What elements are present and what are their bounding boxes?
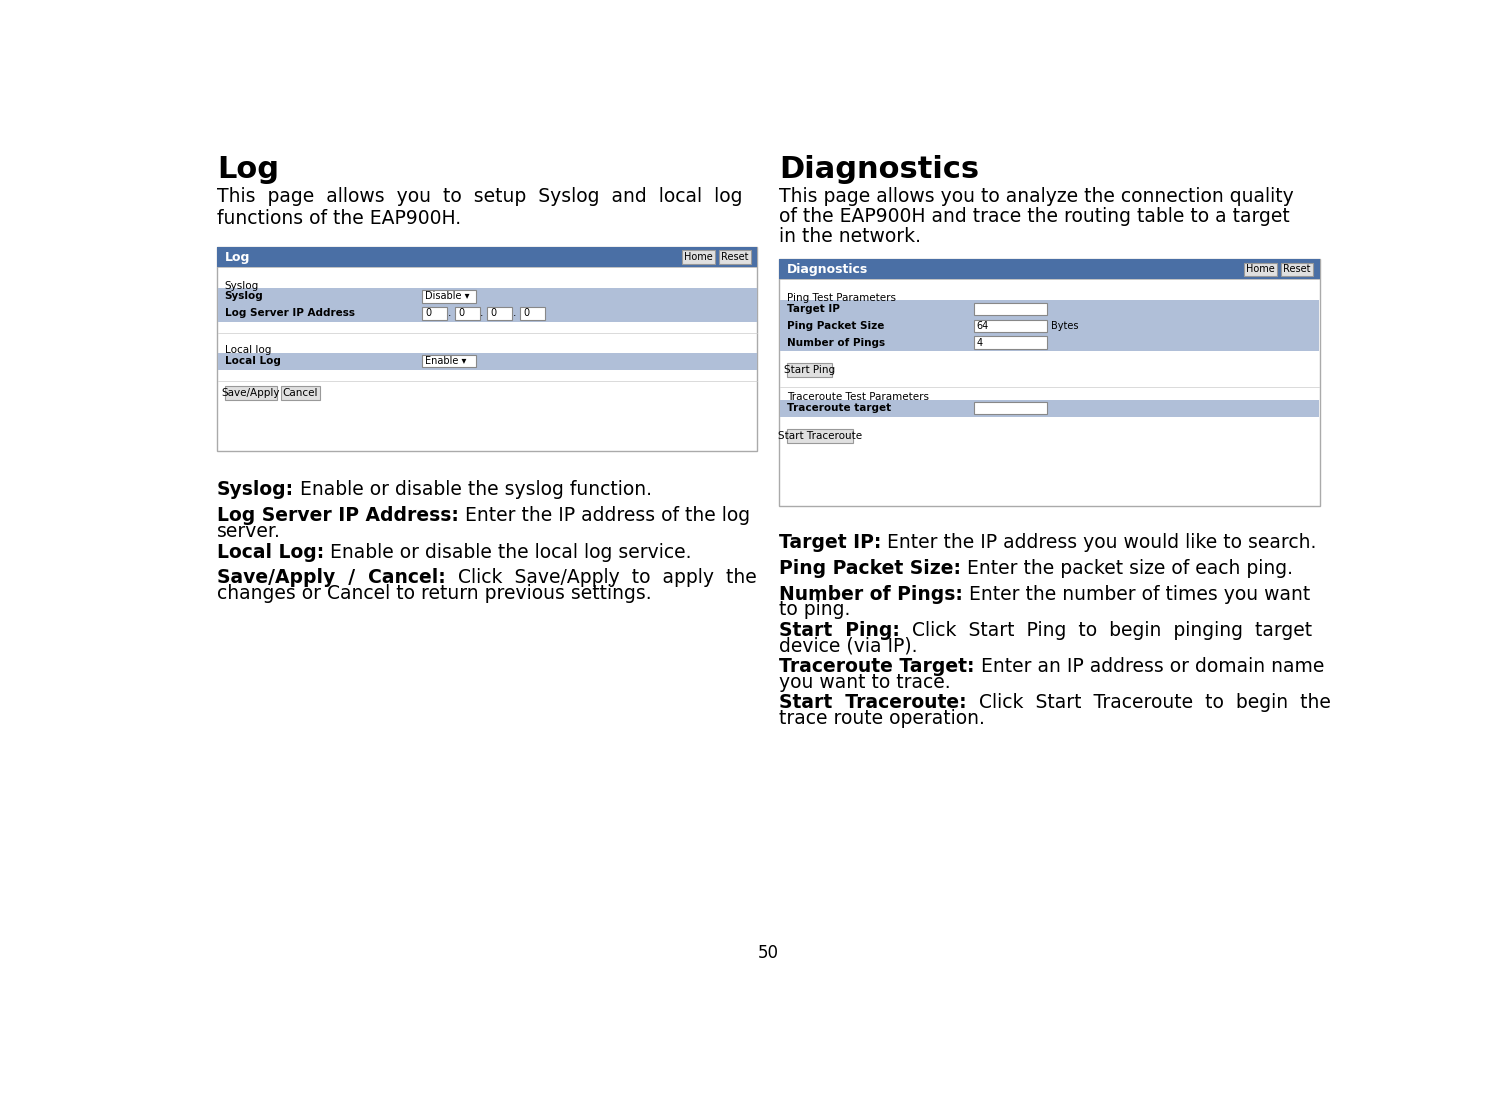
Text: 0: 0 bbox=[523, 308, 529, 318]
Text: functions of the EAP900H.: functions of the EAP900H. bbox=[217, 208, 462, 228]
Text: 0: 0 bbox=[426, 308, 432, 318]
Text: Log Server IP Address: Log Server IP Address bbox=[225, 308, 355, 318]
Text: Local log: Local log bbox=[225, 346, 271, 355]
Text: Enable ▾: Enable ▾ bbox=[426, 357, 466, 366]
FancyBboxPatch shape bbox=[1282, 262, 1313, 276]
Text: Number of Pings: Number of Pings bbox=[787, 338, 884, 348]
Text: Enter the number of times you want: Enter the number of times you want bbox=[962, 585, 1310, 603]
FancyBboxPatch shape bbox=[225, 386, 277, 399]
FancyBboxPatch shape bbox=[974, 319, 1048, 331]
Text: Local Log:: Local Log: bbox=[217, 543, 324, 562]
Text: Syslog:: Syslog: bbox=[217, 480, 294, 499]
Text: Click  Save/Apply  to  apply  the: Click Save/Apply to apply the bbox=[445, 568, 757, 588]
Text: server.: server. bbox=[217, 522, 280, 541]
FancyBboxPatch shape bbox=[423, 291, 477, 303]
Text: Save/Apply  /  Cancel:: Save/Apply / Cancel: bbox=[217, 568, 445, 588]
Text: Log: Log bbox=[217, 155, 279, 183]
Text: you want to trace.: you want to trace. bbox=[779, 672, 950, 692]
FancyBboxPatch shape bbox=[974, 337, 1048, 349]
FancyBboxPatch shape bbox=[787, 363, 832, 377]
FancyBboxPatch shape bbox=[454, 307, 480, 319]
Text: Ping Packet Size:: Ping Packet Size: bbox=[779, 558, 961, 578]
FancyBboxPatch shape bbox=[682, 250, 715, 264]
Text: Traceroute Target:: Traceroute Target: bbox=[779, 657, 974, 676]
Text: Traceroute Test Parameters: Traceroute Test Parameters bbox=[787, 393, 929, 403]
Text: Log Server IP Address:: Log Server IP Address: bbox=[217, 507, 459, 525]
FancyBboxPatch shape bbox=[217, 247, 757, 451]
Text: Diagnostics: Diagnostics bbox=[787, 263, 868, 276]
FancyBboxPatch shape bbox=[282, 386, 319, 399]
FancyBboxPatch shape bbox=[974, 303, 1048, 315]
Text: Syslog: Syslog bbox=[225, 281, 259, 291]
Text: Home: Home bbox=[1246, 264, 1276, 274]
FancyBboxPatch shape bbox=[520, 307, 544, 319]
Text: Syslog: Syslog bbox=[225, 292, 264, 302]
Text: Enter the IP address you would like to search.: Enter the IP address you would like to s… bbox=[881, 533, 1316, 552]
Text: Start  Ping:: Start Ping: bbox=[779, 621, 899, 640]
FancyBboxPatch shape bbox=[217, 352, 757, 370]
FancyBboxPatch shape bbox=[217, 305, 757, 321]
Text: Save/Apply: Save/Apply bbox=[222, 387, 280, 398]
Text: Enable or disable the syslog function.: Enable or disable the syslog function. bbox=[294, 480, 652, 499]
Text: .: . bbox=[480, 308, 484, 318]
Text: This page allows you to analyze the connection quality: This page allows you to analyze the conn… bbox=[779, 188, 1294, 206]
Text: Local Log: Local Log bbox=[225, 357, 280, 366]
Text: Enable or disable the local log service.: Enable or disable the local log service. bbox=[324, 543, 691, 562]
Text: Home: Home bbox=[684, 252, 714, 262]
Text: Number of Pings:: Number of Pings: bbox=[779, 585, 962, 603]
FancyBboxPatch shape bbox=[487, 307, 513, 319]
Text: 64: 64 bbox=[977, 320, 989, 330]
Text: This  page  allows  you  to  setup  Syslog  and  local  log: This page allows you to setup Syslog and… bbox=[217, 188, 742, 206]
Text: .: . bbox=[448, 308, 451, 318]
Text: Start  Traceroute:: Start Traceroute: bbox=[779, 693, 967, 712]
Text: 0: 0 bbox=[490, 308, 496, 318]
Text: Start Traceroute: Start Traceroute bbox=[778, 431, 862, 441]
Text: Bytes: Bytes bbox=[1051, 320, 1079, 330]
Text: Ping Packet Size: Ping Packet Size bbox=[787, 320, 884, 330]
Text: trace route operation.: trace route operation. bbox=[779, 709, 985, 728]
FancyBboxPatch shape bbox=[974, 402, 1048, 415]
FancyBboxPatch shape bbox=[787, 429, 853, 443]
FancyBboxPatch shape bbox=[718, 250, 751, 264]
Text: changes or Cancel to return previous settings.: changes or Cancel to return previous set… bbox=[217, 584, 652, 603]
FancyBboxPatch shape bbox=[423, 307, 447, 319]
FancyBboxPatch shape bbox=[779, 335, 1319, 351]
Text: 50: 50 bbox=[757, 945, 778, 962]
Text: Disable ▾: Disable ▾ bbox=[426, 292, 469, 302]
Text: Cancel: Cancel bbox=[283, 387, 318, 398]
FancyBboxPatch shape bbox=[423, 355, 477, 367]
Text: to ping.: to ping. bbox=[779, 600, 850, 619]
Text: in the network.: in the network. bbox=[779, 227, 920, 246]
Text: .: . bbox=[513, 308, 516, 318]
Text: Click  Start  Traceroute  to  begin  the: Click Start Traceroute to begin the bbox=[967, 693, 1331, 712]
Text: 4: 4 bbox=[977, 338, 983, 348]
Text: Target IP:: Target IP: bbox=[779, 533, 881, 552]
Text: Enter an IP address or domain name: Enter an IP address or domain name bbox=[974, 657, 1324, 676]
FancyBboxPatch shape bbox=[217, 287, 757, 305]
FancyBboxPatch shape bbox=[779, 317, 1319, 335]
Text: Start Ping: Start Ping bbox=[784, 365, 835, 375]
Text: Enter the packet size of each ping.: Enter the packet size of each ping. bbox=[961, 558, 1294, 578]
FancyBboxPatch shape bbox=[779, 260, 1319, 506]
FancyBboxPatch shape bbox=[779, 399, 1319, 417]
Text: Target IP: Target IP bbox=[787, 304, 839, 314]
FancyBboxPatch shape bbox=[779, 260, 1319, 280]
Text: Diagnostics: Diagnostics bbox=[779, 155, 979, 183]
Text: Log: Log bbox=[225, 250, 250, 263]
FancyBboxPatch shape bbox=[217, 247, 757, 268]
Text: device (via IP).: device (via IP). bbox=[779, 636, 917, 655]
Text: Reset: Reset bbox=[721, 252, 748, 262]
Text: Click  Start  Ping  to  begin  pinging  target: Click Start Ping to begin pinging target bbox=[899, 621, 1312, 640]
Text: 0: 0 bbox=[457, 308, 465, 318]
Text: Reset: Reset bbox=[1283, 264, 1312, 274]
Text: Ping Test Parameters: Ping Test Parameters bbox=[787, 293, 896, 303]
FancyBboxPatch shape bbox=[1244, 262, 1277, 276]
Text: Enter the IP address of the log: Enter the IP address of the log bbox=[459, 507, 750, 525]
Text: of the EAP900H and trace the routing table to a target: of the EAP900H and trace the routing tab… bbox=[779, 207, 1289, 226]
Text: Traceroute target: Traceroute target bbox=[787, 403, 890, 414]
FancyBboxPatch shape bbox=[779, 301, 1319, 317]
